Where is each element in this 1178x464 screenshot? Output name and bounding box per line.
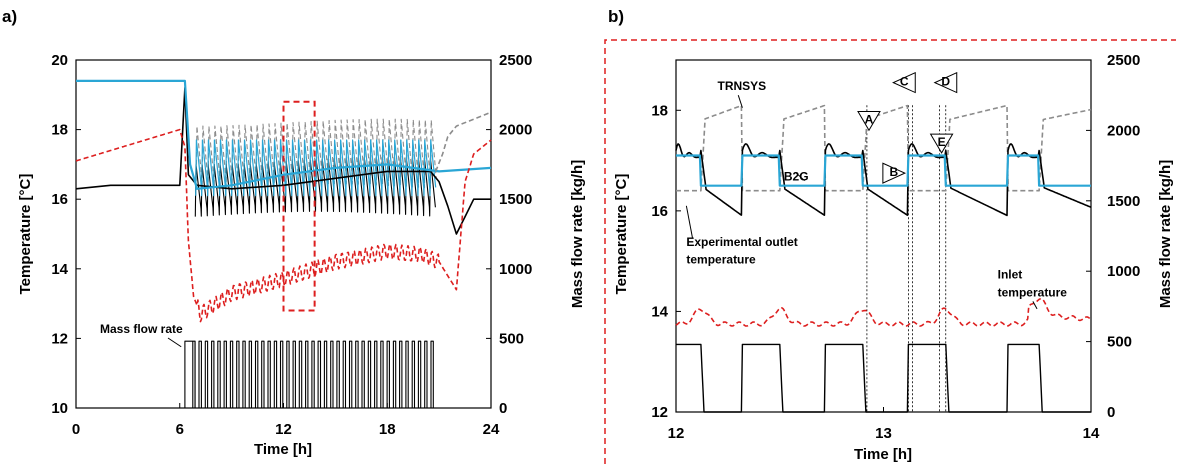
y-axis-label-b: Temperature [°C] <box>613 174 630 295</box>
mass-flow-series-a <box>76 340 491 409</box>
y-ticks-a: 10 12 14 16 18 20 <box>51 52 81 417</box>
y-tick-label: 16 <box>651 203 668 220</box>
zoom-frame <box>604 39 1176 464</box>
inlet-pointer <box>1032 301 1038 310</box>
annotations-a: Mass flow rate <box>100 322 183 348</box>
y2-tick-label: 1000 <box>499 261 532 278</box>
event-lines <box>866 105 947 412</box>
experimental-outlet-line <box>675 143 1092 217</box>
x-tick-label: 12 <box>668 425 685 442</box>
event-markers: A B C D E <box>857 71 958 184</box>
annotations-b: TRNSYS B2G Experimental outlet temperature I… <box>685 79 1068 310</box>
x-axis-label-a: Time [h] <box>254 441 312 458</box>
event-marker-label: E <box>938 135 946 149</box>
y2-tick-label: 2500 <box>1107 52 1140 69</box>
annotation-text: Experimental outlet <box>686 235 797 249</box>
y-tick-label: 10 <box>51 400 68 417</box>
panel-b-label: b) <box>608 7 624 26</box>
y-tick-label: 12 <box>651 404 668 421</box>
y2-tick-label: 500 <box>1107 334 1132 351</box>
mass-flow-line <box>676 343 1091 413</box>
mass-flow-line <box>76 340 491 409</box>
panel-a: a) 10 12 14 16 18 20 0 500 1000 1500 2000 2500 0 6 1… <box>2 7 586 458</box>
blue-oscillation <box>195 139 437 197</box>
event-marker-d <box>933 71 958 94</box>
y2-tick-label: 1500 <box>499 191 532 208</box>
y2-tick-label: 2000 <box>1107 122 1140 139</box>
x-tick-label: 14 <box>1083 425 1100 442</box>
y2-tick-label: 0 <box>1107 404 1115 421</box>
x-tick-label: 0 <box>72 421 80 438</box>
y-tick-label: 14 <box>651 303 668 320</box>
x-ticks-b: 12 13 14 <box>668 407 1100 442</box>
event-marker-label: A <box>865 112 874 126</box>
y-ticks-b: 12 14 16 18 <box>651 102 681 421</box>
x-tick-label: 18 <box>379 421 396 438</box>
trnsys-line <box>676 104 1092 192</box>
x-tick-label: 13 <box>875 425 892 442</box>
y-tick-label: 12 <box>51 330 68 347</box>
y2-axis-label-b: Mass flow rate [kg/h] <box>1157 160 1174 308</box>
y-axis-label-a: Temperature [°C] <box>17 174 34 295</box>
inlet-temperature-line <box>675 297 1092 327</box>
annotation-text: TRNSYS <box>718 79 767 93</box>
y2-ticks-a: 0 500 1000 1500 2000 2500 <box>486 52 532 417</box>
annotation-text: temperature <box>998 285 1068 299</box>
y-tick-label: 18 <box>651 102 668 119</box>
b2g-pointer <box>796 172 805 182</box>
event-marker-e <box>929 133 954 154</box>
y2-tick-label: 0 <box>499 400 507 417</box>
event-marker-label: B <box>890 165 899 179</box>
mass-flow-rate-annotation: Mass flow rate <box>100 322 183 336</box>
line-series-b <box>675 104 1092 413</box>
plot-area-a <box>75 59 492 409</box>
y-tick-label: 16 <box>51 191 68 208</box>
y-tick-label: 18 <box>51 122 68 139</box>
y-tick-label: 14 <box>51 261 68 278</box>
y2-tick-label: 1000 <box>1107 263 1140 280</box>
y2-tick-label: 2500 <box>499 52 532 69</box>
annotation-pointer <box>167 337 182 348</box>
black-oscillation <box>194 156 436 217</box>
b2g-line <box>675 154 1092 187</box>
black-series-line <box>75 87 491 235</box>
event-marker-b <box>882 162 907 184</box>
event-marker-label: D <box>941 75 950 89</box>
event-marker-c <box>892 71 916 94</box>
oscillation-series-a <box>194 118 437 217</box>
blue-series-line <box>76 79 492 190</box>
trnsys-pointer <box>737 95 743 108</box>
y2-tick-label: 2000 <box>499 122 532 139</box>
highlight-box <box>282 100 316 312</box>
event-marker-a <box>857 111 881 132</box>
panel-a-label: a) <box>2 7 17 26</box>
annotation-text: B2G <box>784 170 809 184</box>
y2-axis-label-a: Mass flow rate [kg/h] <box>569 160 586 308</box>
x-axis-label-b: Time [h] <box>854 446 912 463</box>
event-marker-label: C <box>900 75 909 89</box>
x-tick-label: 12 <box>275 421 292 438</box>
x-ticks-a: 0 6 12 18 24 <box>72 403 500 438</box>
annotation-text: temperature <box>686 253 756 267</box>
y2-tick-label: 1500 <box>1107 193 1140 210</box>
annotation-text: Inlet <box>998 268 1023 282</box>
x-tick-label: 24 <box>483 421 500 438</box>
x-tick-label: 6 <box>176 421 184 438</box>
outlet-pointer <box>685 205 694 239</box>
y2-tick-label: 500 <box>499 330 524 347</box>
y2-ticks-b: 0 500 1000 1500 2000 2500 <box>1086 52 1140 421</box>
gray-series-line <box>434 111 492 172</box>
y-tick-label: 20 <box>51 52 68 69</box>
